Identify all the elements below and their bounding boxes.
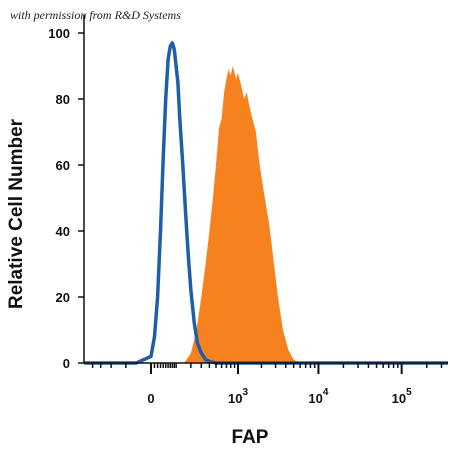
y-tick-label: 40 (56, 224, 70, 239)
x-axis-ticks: 0 103 104 105 (91, 363, 443, 406)
x-tick-label: 0 (147, 391, 154, 406)
y-tick-label: 80 (56, 92, 70, 107)
y-tick-label: 60 (56, 158, 70, 173)
x-tick-label: 104 (308, 387, 328, 406)
y-tick-label: 20 (56, 290, 70, 305)
y-tick-label: 100 (48, 26, 70, 41)
y-tick-label: 0 (63, 356, 70, 371)
y-axis-ticks: 0 20 40 60 80 100 (48, 26, 84, 371)
x-axis-title: FAP (232, 427, 269, 448)
x-tick-label: 103 (228, 387, 248, 406)
y-axis-title: Relative Cell Number (6, 118, 27, 309)
isotype-control-histogram (84, 41, 448, 365)
plot-area (84, 41, 448, 365)
fap-stained-histogram (184, 66, 306, 363)
x-tick-label: 105 (392, 387, 412, 406)
credit-text: with permission from R&D Systems (10, 8, 181, 22)
